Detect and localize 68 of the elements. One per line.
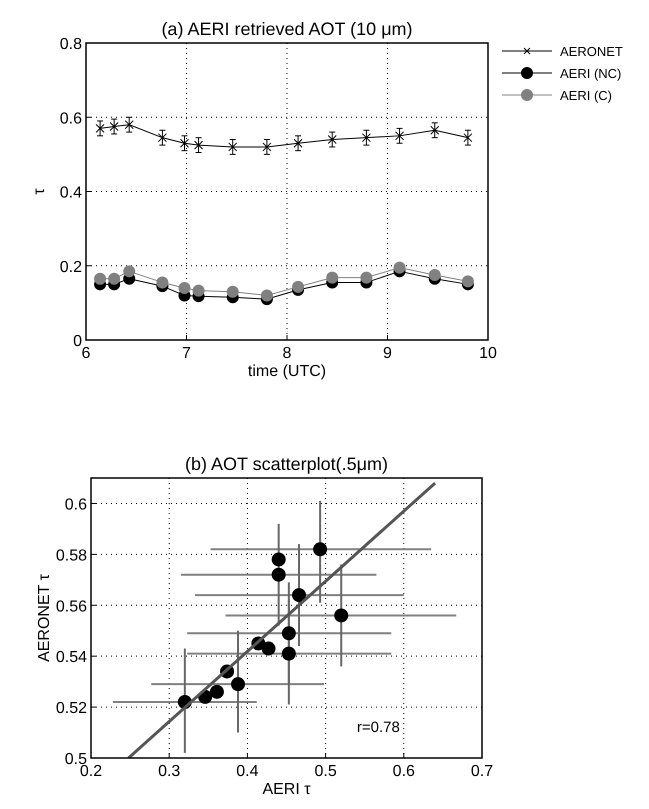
point [260,289,273,302]
point [462,275,474,288]
point [178,282,190,294]
point [334,608,348,622]
x-tick-label: 0.3 [158,763,180,780]
chart-title: (b) AOT scatterplot(.5μm) [184,454,388,474]
x-tick-label: 0.7 [470,763,494,780]
point [326,272,338,284]
legend-label: AERI (C) [560,88,612,103]
point [292,588,306,602]
point [94,272,106,285]
point [110,122,119,132]
point [194,140,204,150]
point [108,272,120,285]
point [428,269,441,282]
point [262,642,276,656]
legend-label: AERONET [560,44,623,59]
y-tick-label: 0.56 [56,598,88,616]
point [180,138,189,148]
point [282,626,296,640]
point [124,120,134,130]
point [313,542,328,556]
y-tick-label: 0.2 [60,258,82,276]
point [156,276,168,288]
y-tick-label: 0.6 [64,496,88,514]
point [294,138,303,148]
x-tick-label: 6 [82,345,91,362]
y-axis-title: τ [31,188,48,195]
point [228,142,238,152]
legend-label: AERI (NC) [560,66,622,81]
y-tick-label: 0.4 [60,184,82,202]
y-axis-title: AERONET τ [36,573,53,662]
point [430,126,440,135]
point [231,677,246,692]
y-tick-label: 0.8 [60,36,82,53]
point [394,262,406,274]
point [226,286,239,298]
point [463,133,472,142]
point [292,280,304,293]
point [158,133,167,142]
x-tick-label: 9 [383,345,392,362]
y-tick-label: 0.52 [56,700,88,718]
y-tick-label: 0.54 [56,649,88,666]
y-tick-label: 0.58 [56,547,88,564]
point [123,265,136,278]
y-tick-label: 0.6 [60,110,82,128]
x-axis-title: AERI τ [262,781,312,798]
point [192,284,205,297]
x-tick-label: 7 [182,345,192,362]
point [328,135,337,144]
chart-title: (a) AERI retrieved AOT (10 μm) [161,19,413,39]
point [262,142,272,152]
y-tick-label: 0 [73,333,82,350]
point [282,646,296,661]
point [96,124,105,133]
point [360,272,372,284]
x-tick-label: 0.4 [236,763,259,780]
x-axis-title: time (UTC) [248,363,326,380]
annotation: r=0.78 [356,719,400,736]
point [272,552,286,566]
x-tick-label: 0.5 [314,763,337,780]
x-tick-label: 0.6 [392,763,416,780]
point [362,133,371,142]
x-tick-label: 10 [479,345,497,362]
point [272,568,286,582]
point [210,684,224,699]
point [395,131,404,140]
x-tick-label: 8 [282,345,292,362]
